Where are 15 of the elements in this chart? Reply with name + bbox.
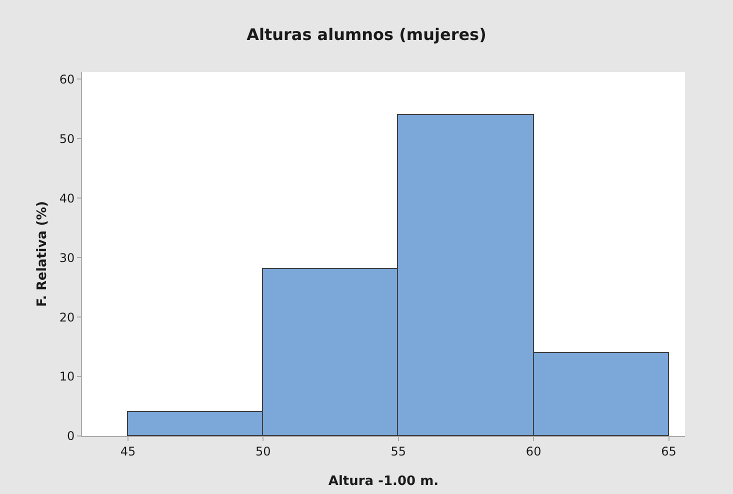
y-tick-label: 50: [59, 132, 75, 146]
chart-title: Alturas alumnos (mujeres): [246, 25, 486, 44]
y-tick-label: 20: [59, 310, 75, 324]
x-axis-title: Altura -1.00 m.: [328, 474, 439, 489]
x-tick-label: 60: [526, 444, 542, 458]
y-tick-label: 30: [59, 250, 75, 265]
x-tick-label: 50: [256, 444, 271, 458]
y-tick-label: 40: [59, 191, 75, 206]
y-tick-label: 10: [59, 370, 75, 384]
y-axis-title: F. Relativa (%): [35, 201, 50, 307]
y-tick-label: 60: [59, 72, 75, 86]
x-tick-label: 55: [390, 444, 406, 458]
x-tick-label: 65: [661, 444, 676, 458]
x-tick-label: 45: [120, 444, 136, 458]
y-tick-label: 0: [66, 429, 75, 444]
